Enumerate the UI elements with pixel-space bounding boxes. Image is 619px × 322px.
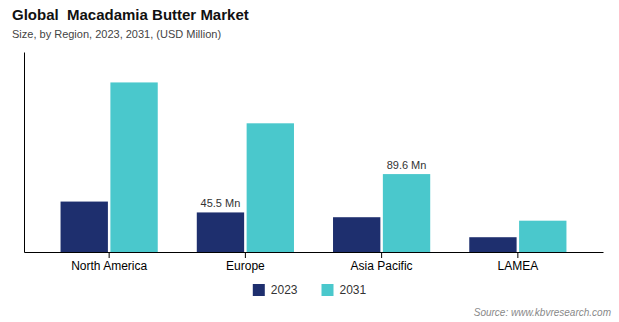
bar: [61, 202, 108, 252]
bar: [519, 221, 566, 252]
series: [110, 82, 566, 252]
bars: [61, 82, 567, 252]
legend-label: 2023: [271, 283, 298, 297]
legend-swatch: [253, 284, 265, 296]
legend-item: 2023: [253, 283, 298, 297]
x-tick: Asia Pacific: [351, 252, 413, 273]
value-label: 45.5 Mn: [201, 197, 241, 209]
legend-item: 2031: [322, 283, 367, 297]
y-axis: [24, 53, 25, 253]
bar: [197, 212, 244, 252]
plot: 45.5 Mn 89.6 Mn North America Europe Asia Pa…: [25, 53, 604, 273]
legend-swatch: [322, 284, 334, 296]
bar: [333, 217, 380, 252]
x-tick-mark: [517, 252, 518, 258]
x-tick: Europe: [226, 252, 265, 273]
x-tick-mark: [109, 252, 110, 258]
title: Global Macadamia Butter Market: [12, 6, 249, 23]
x-tick-label: Asia Pacific: [351, 259, 413, 273]
x-tick-mark: [245, 252, 246, 258]
legend-label: 2031: [340, 283, 367, 297]
legend: 2023 2031: [253, 283, 367, 297]
chart: Global Macadamia Butter Market Size, by R…: [0, 0, 619, 322]
bar: [383, 174, 430, 252]
x-tick-label: North America: [71, 259, 147, 273]
x-axis: North America Europe Asia Pacific LAMEA: [25, 252, 604, 273]
x-tick-mark: [381, 252, 382, 258]
bar: [469, 237, 516, 252]
x-tick: North America: [71, 252, 147, 273]
value-labels: 45.5 Mn 89.6 Mn: [201, 159, 427, 209]
y-axis-line: [24, 53, 25, 253]
bar: [247, 123, 294, 252]
subtitle: Size, by Region, 2023, 2031, (USD Millio…: [12, 28, 221, 40]
x-tick: LAMEA: [498, 252, 539, 273]
value-label: 89.6 Mn: [387, 159, 427, 171]
source: Source: www.kbvresearch.com: [474, 307, 611, 318]
x-axis-line: [25, 252, 604, 253]
x-tick-label: LAMEA: [498, 259, 539, 273]
x-tick-label: Europe: [226, 259, 265, 273]
bar: [110, 82, 157, 252]
